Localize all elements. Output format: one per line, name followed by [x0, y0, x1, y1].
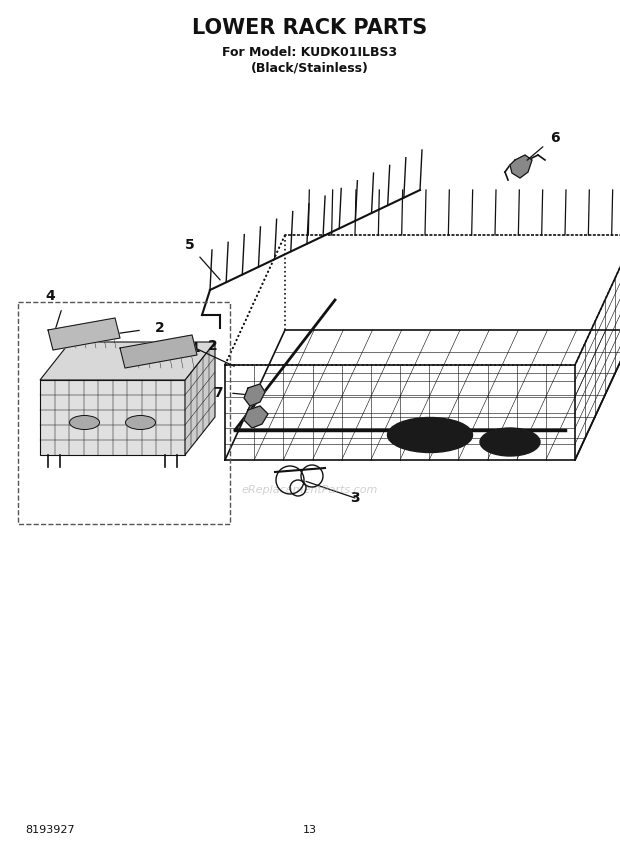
Polygon shape: [40, 380, 185, 455]
Text: 4: 4: [45, 289, 55, 303]
Ellipse shape: [388, 418, 472, 453]
Text: 6: 6: [550, 131, 560, 145]
Text: 5: 5: [185, 238, 195, 252]
Text: 2: 2: [208, 339, 218, 353]
Text: 3: 3: [350, 491, 360, 505]
Text: 13: 13: [303, 825, 317, 835]
Text: 1: 1: [190, 341, 200, 355]
Polygon shape: [185, 342, 215, 455]
Text: eReplacementParts.com: eReplacementParts.com: [242, 485, 378, 495]
Text: LOWER RACK PARTS: LOWER RACK PARTS: [192, 18, 428, 38]
Ellipse shape: [125, 415, 156, 430]
Text: 8193927: 8193927: [25, 825, 74, 835]
Polygon shape: [244, 406, 268, 428]
Polygon shape: [48, 318, 120, 350]
Polygon shape: [40, 342, 215, 380]
Text: 7: 7: [213, 386, 223, 400]
Text: 2: 2: [155, 321, 165, 335]
Ellipse shape: [69, 415, 99, 430]
Polygon shape: [510, 155, 532, 178]
Bar: [18, 302, 230, 524]
Ellipse shape: [480, 428, 540, 456]
Text: (Black/Stainless): (Black/Stainless): [251, 62, 369, 74]
Polygon shape: [120, 335, 197, 368]
Text: For Model: KUDK01ILBS3: For Model: KUDK01ILBS3: [223, 45, 397, 58]
Polygon shape: [244, 384, 265, 406]
